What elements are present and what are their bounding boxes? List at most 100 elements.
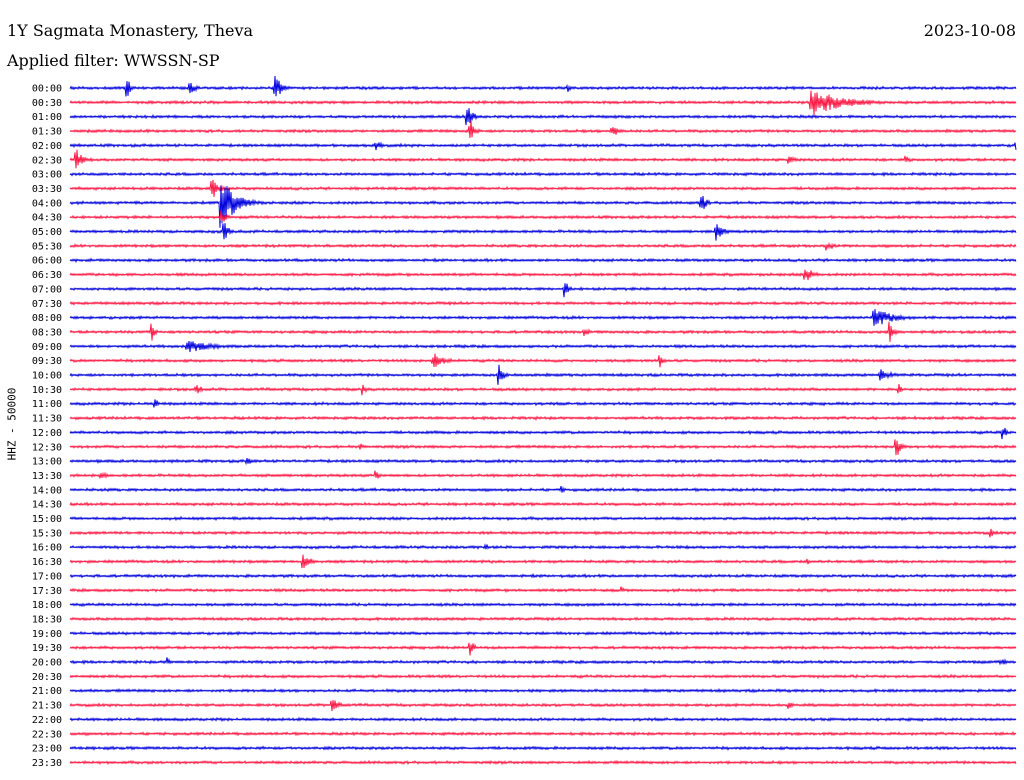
row-time-label: 09:00: [32, 342, 62, 353]
trace-row-1830: [69, 616, 1017, 622]
row-time-label: 13:30: [32, 471, 62, 482]
row-time-label: 02:30: [32, 155, 62, 166]
row-time-label: 21:30: [32, 701, 62, 712]
trace-row-0830: [69, 321, 1017, 342]
trace-row-1800: [69, 601, 1017, 608]
trace-row-0900: [69, 341, 1017, 352]
trace-row-1500: [69, 515, 1017, 522]
row-time-label: 07:30: [32, 299, 62, 310]
trace-row-1900: [69, 630, 1017, 637]
row-time-label: 17:00: [32, 571, 62, 582]
trace-row-1530: [69, 528, 1017, 538]
trace-row-0430: [69, 210, 1017, 222]
row-time-label: 11:30: [32, 414, 62, 425]
row-time-label: 12:00: [32, 428, 62, 439]
trace-row-0930: [69, 353, 1017, 368]
row-time-label: 17:30: [32, 586, 62, 597]
trace-row-1430: [69, 501, 1017, 507]
row-time-label: 03:00: [32, 170, 62, 181]
row-time-label: 18:30: [32, 614, 62, 625]
row-time-label: 23:30: [32, 758, 62, 769]
row-time-label: 20:30: [32, 672, 62, 683]
row-time-label: 00:00: [32, 84, 62, 95]
trace-row-0500: [69, 223, 1017, 241]
row-time-label: 19:00: [32, 629, 62, 640]
trace-row-1200: [69, 427, 1017, 440]
trace-row-0600: [69, 257, 1017, 263]
row-time-label: 19:30: [32, 643, 62, 654]
row-time-label: 14:30: [32, 500, 62, 511]
row-time-label: 08:00: [32, 313, 62, 324]
row-time-label: 21:00: [32, 686, 62, 697]
row-time-label: 05:30: [32, 241, 62, 252]
filter-label: Applied filter: WWSSN-SP: [7, 51, 220, 70]
trace-row-1300: [69, 458, 1017, 466]
trace-row-0530: [69, 241, 1017, 251]
trace-row-0330: [69, 179, 1017, 197]
row-time-label: 09:30: [32, 356, 62, 367]
trace-row-0130: [69, 120, 1017, 138]
row-time-label: 04:30: [32, 213, 62, 224]
trace-row-1330: [69, 470, 1017, 479]
trace-row-0800: [69, 309, 1017, 326]
row-time-label: 10:00: [32, 371, 62, 382]
trace-row-0030: [69, 90, 1017, 115]
row-time-label: 08:30: [32, 327, 62, 338]
row-time-label: 22:30: [32, 729, 62, 740]
row-time-label: 02:00: [32, 141, 62, 152]
trace-row-1130: [69, 415, 1017, 421]
trace-row-0200: [69, 141, 1017, 151]
date-label: 2023-10-08: [923, 21, 1016, 40]
trace-row-1000: [69, 364, 1017, 385]
row-time-label: 03:30: [32, 184, 62, 195]
row-time-label: 05:00: [32, 227, 62, 238]
row-time-label: 04:00: [32, 198, 62, 209]
row-time-label: 15:30: [32, 528, 62, 539]
trace-row-1730: [69, 586, 1017, 594]
row-time-label: 22:00: [32, 715, 62, 726]
trace-row-2130: [69, 700, 1017, 712]
trace-row-1930: [69, 642, 1017, 656]
trace-row-0100: [69, 108, 1017, 126]
row-time-label: 23:00: [32, 744, 62, 755]
trace-row-1700: [69, 572, 1017, 579]
row-time-label: 01:30: [32, 127, 62, 138]
trace-row-2200: [69, 716, 1017, 723]
row-time-label: 15:00: [32, 514, 62, 525]
trace-row-1400: [69, 485, 1017, 494]
trace-row-2300: [69, 745, 1017, 751]
trace-row-1030: [69, 384, 1017, 396]
row-time-label: 20:00: [32, 658, 62, 669]
row-time-label: 06:00: [32, 256, 62, 267]
trace-row-1630: [69, 554, 1017, 569]
row-time-label: 11:00: [32, 399, 62, 410]
trace-row-0000: [69, 75, 1017, 97]
row-time-label: 00:30: [32, 98, 62, 109]
trace-row-0630: [69, 269, 1017, 281]
row-time-label: 14:00: [32, 485, 62, 496]
row-time-label: 06:30: [32, 270, 62, 281]
row-time-label: 10:30: [32, 385, 62, 396]
trace-row-2230: [69, 731, 1017, 737]
row-time-label: 16:00: [32, 543, 62, 554]
trace-row-1100: [69, 399, 1017, 408]
trace-row-1230: [69, 439, 1017, 456]
trace-row-0400: [69, 185, 1017, 228]
trace-row-2100: [69, 687, 1017, 694]
row-time-label: 12:30: [32, 442, 62, 453]
trace-row-0230: [69, 149, 1017, 169]
trace-row-0700: [69, 283, 1017, 298]
trace-row-2330: [69, 759, 1017, 766]
trace-row-1600: [69, 543, 1017, 550]
row-time-label: 18:00: [32, 600, 62, 611]
row-time-label: 16:30: [32, 557, 62, 568]
trace-row-2000: [69, 657, 1017, 666]
trace-row-2030: [69, 673, 1017, 680]
trace-row-0300: [69, 171, 1017, 178]
row-time-label: 13:00: [32, 457, 62, 468]
row-time-label: 01:00: [32, 112, 62, 123]
row-time-label: 07:00: [32, 284, 62, 295]
trace-row-0730: [69, 300, 1017, 307]
station-title: 1Y Sagmata Monastery, Theva: [7, 21, 254, 40]
